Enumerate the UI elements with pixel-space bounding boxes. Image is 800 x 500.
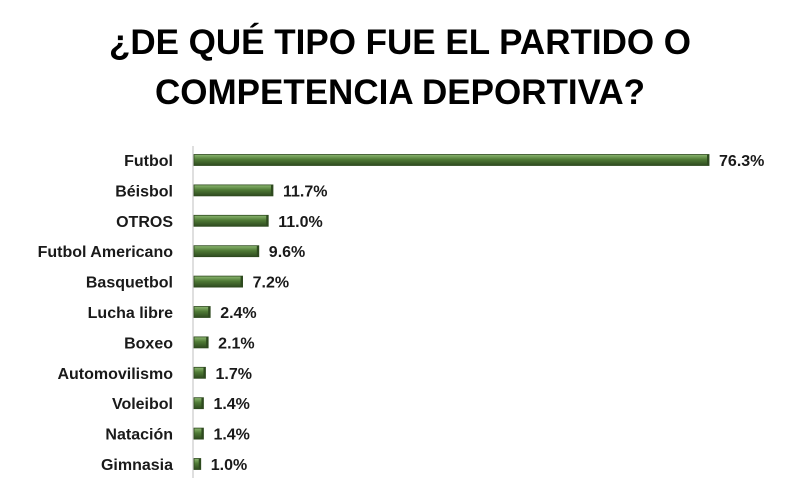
value-label: 9.6% bbox=[269, 244, 305, 261]
bar-end-cap bbox=[198, 458, 201, 470]
bar-end-cap bbox=[203, 367, 206, 379]
bar bbox=[193, 184, 274, 197]
category-label: Boxeo bbox=[124, 335, 173, 352]
chart-title-line-1: ¿DE QUÉ TIPO FUE EL PARTIDO O bbox=[108, 23, 692, 62]
bar bbox=[193, 336, 209, 349]
category-label: Natación bbox=[105, 427, 173, 444]
bar-end-cap bbox=[270, 184, 273, 196]
bar-end-cap bbox=[266, 215, 269, 227]
value-label: 1.7% bbox=[215, 366, 251, 383]
value-label: 1.0% bbox=[211, 457, 247, 474]
value-label: 7.2% bbox=[253, 275, 289, 292]
bar bbox=[193, 154, 710, 166]
bar bbox=[193, 245, 260, 258]
bar-end-cap bbox=[256, 245, 259, 257]
chart-title-line-2: COMPETENCIA DEPORTIVA? bbox=[154, 73, 646, 112]
chart-title: ¿DE QUÉ TIPO FUE EL PARTIDO O COMPETENCI… bbox=[0, 18, 800, 118]
category-label: Voleibol bbox=[112, 396, 173, 413]
bar bbox=[193, 306, 211, 318]
bar bbox=[193, 275, 243, 288]
category-label: Béisbol bbox=[115, 183, 173, 200]
category-label: Lucha libre bbox=[88, 305, 173, 322]
value-label: 2.4% bbox=[220, 305, 256, 322]
bar-end-cap bbox=[208, 306, 211, 318]
bar-end-cap bbox=[201, 397, 204, 409]
value-label: 76.3% bbox=[719, 153, 764, 170]
value-label: 2.1% bbox=[218, 335, 254, 352]
bar-end-cap bbox=[201, 428, 204, 440]
value-label: 11.7% bbox=[283, 183, 327, 200]
bar-end-cap bbox=[206, 336, 209, 348]
category-label: Futbol Americano bbox=[38, 244, 174, 261]
category-label: Automovilismo bbox=[57, 366, 173, 383]
category-label: Gimnasia bbox=[101, 457, 173, 474]
category-label: Basquetbol bbox=[86, 275, 173, 292]
value-label: 1.4% bbox=[213, 396, 249, 413]
category-label: OTROS bbox=[116, 214, 173, 231]
category-label: Futbol bbox=[124, 153, 173, 170]
bar bbox=[193, 214, 269, 227]
value-label: 1.4% bbox=[213, 427, 249, 444]
bar-end-cap bbox=[240, 276, 243, 288]
value-label: 11.0% bbox=[278, 214, 322, 231]
bar-end-cap bbox=[707, 154, 710, 166]
